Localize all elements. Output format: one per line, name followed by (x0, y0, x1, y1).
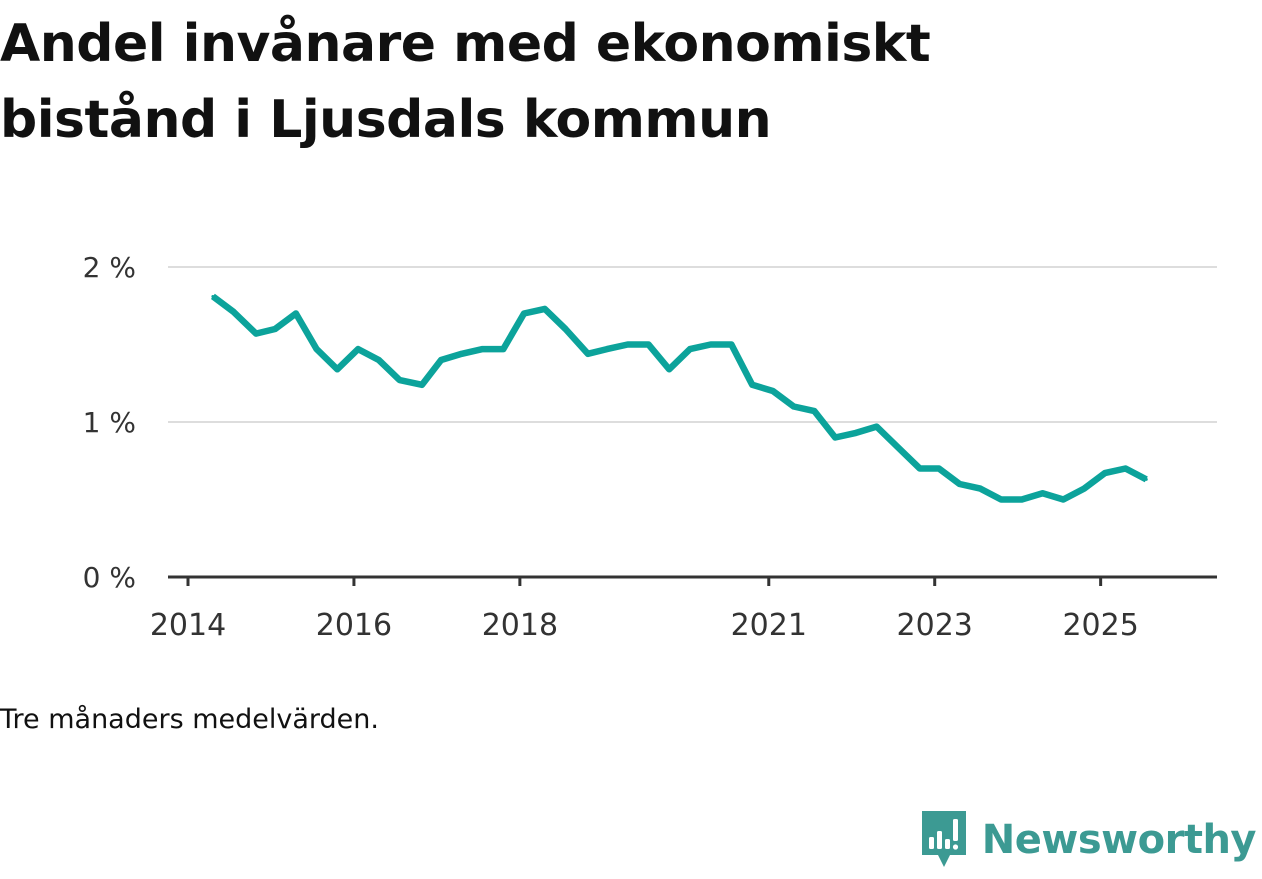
chart-title: Andel invånare med ekonomiskt bistånd i … (0, 6, 1200, 158)
data-point (854, 431, 858, 435)
data-point (1124, 467, 1128, 470)
data-point (667, 367, 671, 371)
data-point (335, 367, 339, 371)
data-point (812, 409, 816, 413)
data-point (522, 312, 526, 315)
data-point (420, 383, 424, 387)
data-point (1041, 491, 1045, 495)
data-point (254, 332, 258, 336)
series-line-0 (210, 293, 1148, 503)
data-point (709, 343, 713, 346)
data-point (481, 347, 485, 351)
x-tick-label: 2023 (897, 608, 973, 643)
newsworthy-logo-icon (921, 811, 966, 867)
x-tick-label: 2014 (150, 608, 226, 643)
data-point (875, 425, 879, 429)
data-point (564, 327, 568, 331)
data-point (1020, 498, 1024, 501)
data-point (646, 343, 650, 346)
axes: 0 % 1 % 2 % 2014 2016 2018 2021 2023 2025 (83, 251, 1217, 643)
data-point (895, 445, 899, 449)
data-point (626, 343, 630, 346)
line-chart: 0 % 1 % 2 % 2014 2016 2018 2021 2023 2025 (83, 251, 1217, 643)
data-point (1103, 471, 1107, 475)
data-point (398, 378, 402, 382)
series (210, 293, 1148, 503)
data-point (211, 294, 215, 298)
brand-name: Newsworthy (981, 817, 1257, 863)
x-tick-label: 2018 (482, 608, 558, 643)
data-point (688, 347, 692, 351)
x-tick-label: 2025 (1062, 608, 1138, 643)
data-point (501, 347, 505, 351)
data-point (294, 312, 298, 315)
data-point (833, 436, 837, 439)
gridlines (168, 266, 1217, 423)
x-tick-label: 2016 (316, 608, 392, 643)
data-point (937, 467, 941, 470)
data-point (792, 405, 796, 408)
data-point (750, 383, 754, 387)
data-point (605, 347, 609, 351)
data-point (315, 347, 319, 351)
data-point (460, 352, 464, 356)
y-tick-label: 0 % (83, 561, 136, 594)
chart-footnote: Tre månaders medelvärden. (0, 704, 379, 735)
data-point (1061, 498, 1065, 501)
chart-title-line-2: bistånd i Ljusdals kommun (0, 90, 772, 150)
data-point (978, 487, 982, 491)
data-point (586, 352, 590, 356)
data-point (439, 358, 443, 362)
chart-title-line-1: Andel invånare med ekonomiskt (0, 14, 931, 74)
data-point (543, 307, 547, 311)
data-point (1082, 487, 1086, 491)
data-point (999, 498, 1003, 501)
data-point (356, 347, 360, 351)
brand: Newsworthy (920, 805, 1257, 875)
y-tick-label: 1 % (83, 406, 136, 439)
data-point (771, 389, 775, 393)
data-point (1144, 477, 1148, 481)
x-tick-label: 2021 (731, 608, 807, 643)
data-point (918, 467, 922, 470)
data-point (958, 482, 962, 486)
data-point (729, 343, 733, 346)
y-tick-label: 2 % (83, 251, 136, 284)
data-point (232, 310, 236, 314)
data-point (273, 327, 277, 331)
data-point (377, 358, 381, 362)
